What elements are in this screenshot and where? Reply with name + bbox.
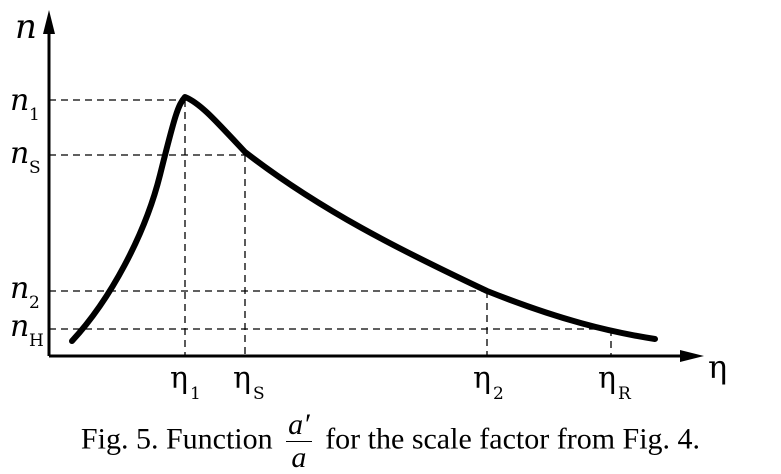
svg-text:1: 1 <box>190 384 201 404</box>
x-tick-etaS: η S <box>233 361 265 404</box>
svg-text:S: S <box>253 384 265 404</box>
svg-text:n: n <box>10 83 29 118</box>
x-axis-arrow <box>680 350 704 362</box>
y-tick-n1: n 1 <box>10 83 40 125</box>
caption-prefix: Fig. 5. Function <box>80 422 273 456</box>
svg-text:2: 2 <box>29 293 40 313</box>
svg-text:n: n <box>10 136 29 171</box>
svg-text:η: η <box>598 361 616 396</box>
svg-text:η: η <box>233 361 251 396</box>
y-tick-nS: n S <box>10 136 41 178</box>
caption-fraction: a′ a <box>286 410 312 473</box>
x-tick-eta1: η 1 <box>170 361 201 404</box>
fraction-numerator: a′ <box>286 408 312 442</box>
svg-text:1: 1 <box>29 105 40 125</box>
svg-text:η: η <box>473 361 491 396</box>
figure-caption: Fig. 5. Function a′ a for the scale fact… <box>0 410 781 473</box>
y-tick-n2: n 2 <box>10 271 40 313</box>
x-axis-label: η <box>708 348 727 386</box>
x-tick-eta2: η 2 <box>473 361 504 404</box>
caption-suffix: for the scale factor from Fig. 4. <box>325 422 701 456</box>
svg-text:n: n <box>10 271 29 306</box>
y-axis-label: n <box>15 7 37 47</box>
y-axis-arrow <box>43 10 55 34</box>
curve <box>69 94 658 344</box>
svg-text:2: 2 <box>493 384 504 404</box>
svg-text:R: R <box>618 384 632 404</box>
y-tick-nH: n H <box>10 309 44 351</box>
svg-text:η: η <box>170 361 188 396</box>
fraction-denominator: a <box>291 441 307 474</box>
svg-text:H: H <box>29 331 44 351</box>
svg-text:n: n <box>10 309 29 344</box>
svg-text:S: S <box>29 158 41 178</box>
diagram: n η n 1 n S n 2 n H η 1 η S η 2 <box>10 7 727 404</box>
x-tick-etaR: η R <box>598 361 632 404</box>
